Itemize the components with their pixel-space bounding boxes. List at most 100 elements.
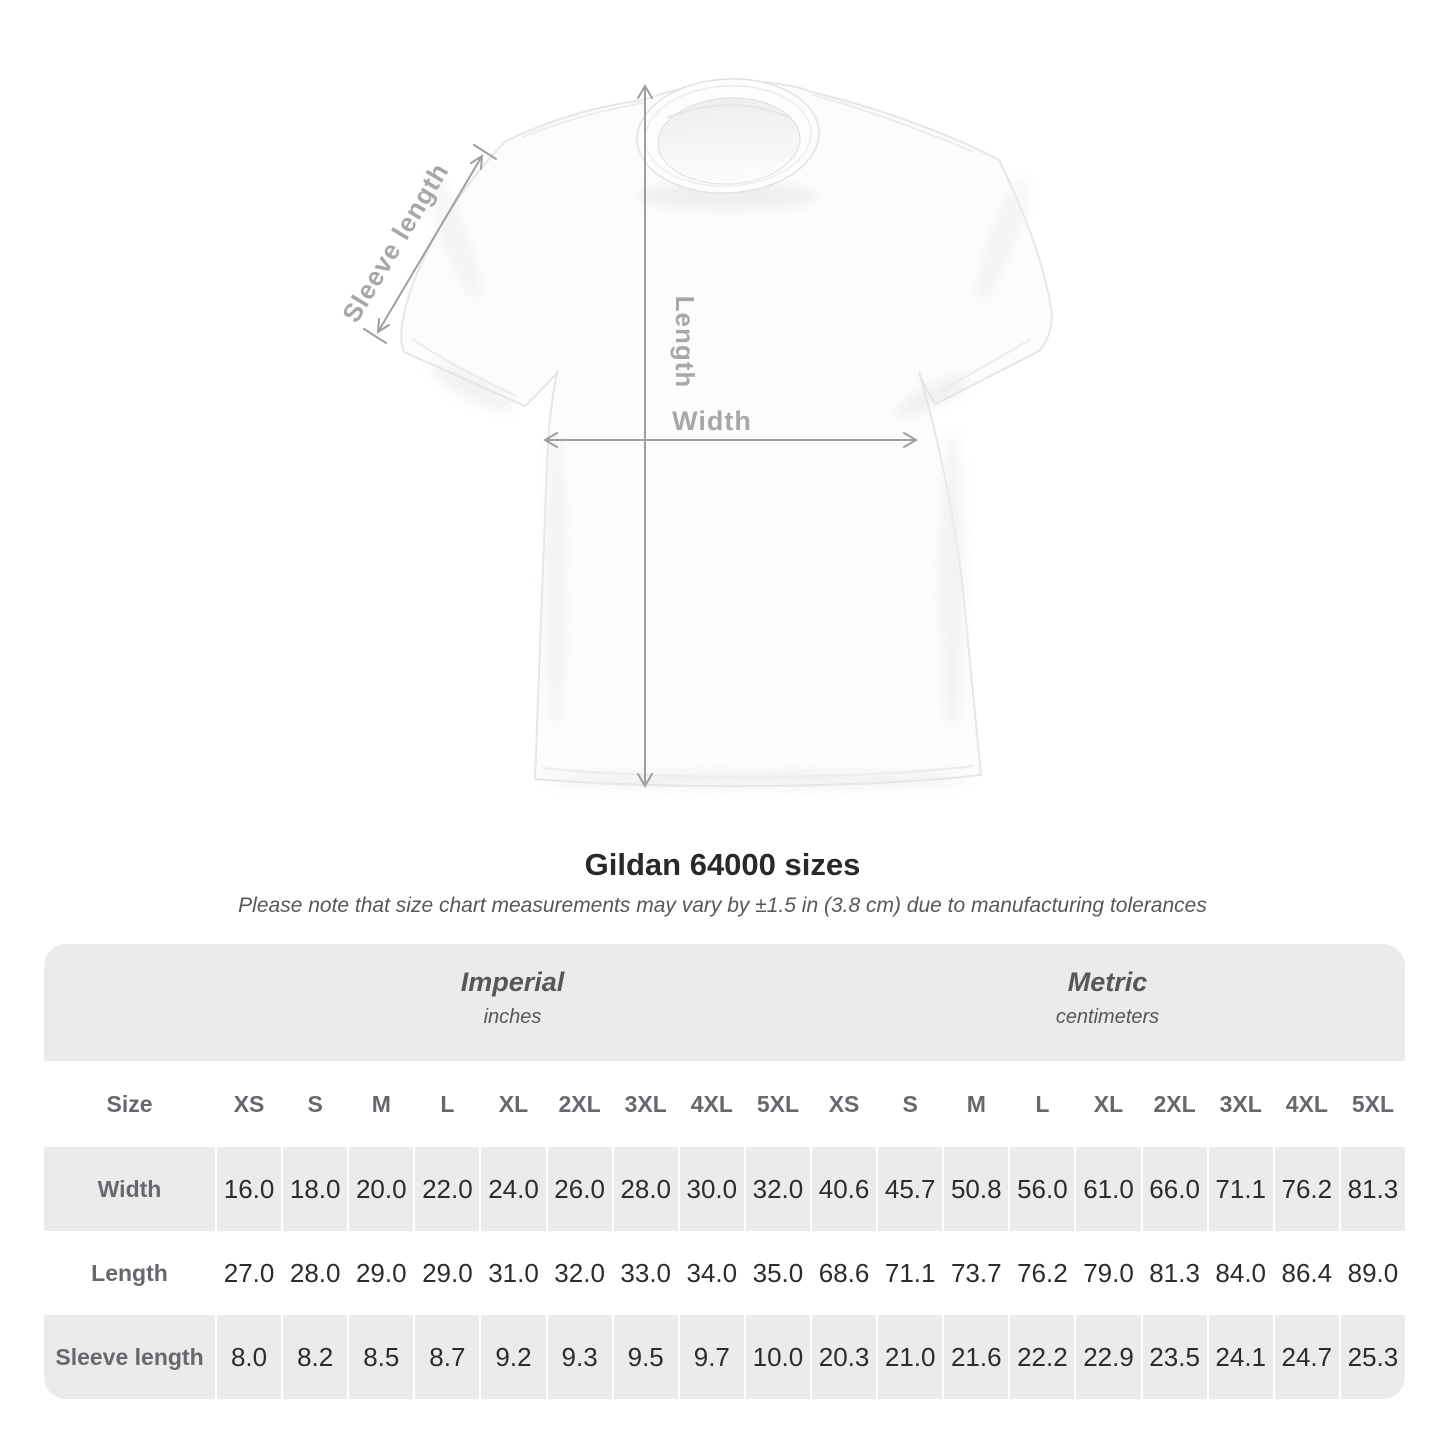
table-cell: 45.7 (878, 1147, 943, 1231)
metric-unit-label: centimeters (1055, 1006, 1160, 1028)
table-cell: 25.3 (1340, 1315, 1405, 1399)
table-cell: 22.0 (415, 1147, 480, 1231)
table-cell: 8.2 (283, 1315, 348, 1399)
left-sleeve-crease (428, 173, 482, 303)
table-cell: 8.7 (415, 1315, 480, 1399)
tshirt-measurement-diagram: Sleeve length Length Width (336, 78, 1053, 789)
table-cell: 8.5 (349, 1315, 414, 1399)
size-header-imperial-2xl: 2XL (547, 1061, 612, 1147)
width-row: Width 16.0 18.0 20.0 22.0 24.0 26.0 28.0… (44, 1147, 1405, 1231)
right-sleeve-crease (975, 175, 1029, 305)
size-header-metric-m: M (944, 1061, 1009, 1147)
table-cell: 32.0 (745, 1147, 810, 1231)
size-header-metric-4xl: 4XL (1274, 1061, 1339, 1147)
size-header-imperial-m: M (349, 1061, 414, 1147)
table-cell: 35.0 (745, 1231, 810, 1315)
table-cell: 24.7 (1274, 1315, 1339, 1399)
measurement-arrows (363, 84, 918, 788)
size-header-metric-xl: XL (1076, 1061, 1141, 1147)
left-cuff-seam (411, 338, 518, 397)
table-cell: 28.0 (613, 1147, 678, 1231)
table-cell: 79.0 (1076, 1231, 1141, 1315)
table-cell: 33.0 (613, 1231, 678, 1315)
table-cell: 21.0 (878, 1315, 943, 1399)
table-cell: 9.5 (613, 1315, 678, 1399)
table-cell: 81.3 (1340, 1147, 1405, 1231)
table-cell: 81.3 (1142, 1231, 1207, 1315)
table-cell: 27.0 (217, 1231, 282, 1315)
table-cell: 40.6 (812, 1147, 877, 1231)
table-cell: 71.1 (878, 1231, 943, 1315)
imperial-unit-label: inches (483, 1006, 542, 1028)
table-cell: 26.0 (547, 1147, 612, 1231)
table-cell: 30.0 (679, 1147, 744, 1231)
length-row: Length 27.0 28.0 29.0 29.0 31.0 32.0 33.… (44, 1231, 1405, 1315)
size-header-imperial-3xl: 3XL (613, 1061, 678, 1147)
table-cell: 73.7 (944, 1231, 1009, 1315)
size-header-metric-5xl: 5XL (1340, 1061, 1405, 1147)
table-cell: 9.7 (679, 1315, 744, 1399)
table-cell: 29.0 (349, 1231, 414, 1315)
table-cell: 16.0 (217, 1147, 282, 1231)
table-cell: 8.0 (217, 1315, 282, 1399)
size-header-imperial-xl: XL (481, 1061, 546, 1147)
tshirt-illustration (400, 78, 1053, 789)
sleeve-length-row-label: Sleeve length (44, 1315, 215, 1399)
left-cuff-shadow (430, 365, 514, 411)
width-row-label: Width (44, 1147, 215, 1231)
table-cell: 24.0 (481, 1147, 546, 1231)
size-header-imperial-s: S (283, 1061, 348, 1147)
size-header-metric-3xl: 3XL (1208, 1061, 1273, 1147)
imperial-label: Imperial (460, 967, 565, 997)
table-cell: 50.8 (944, 1147, 1009, 1231)
inner-back-collar-seam (666, 104, 792, 119)
size-header-metric-xs: XS (812, 1061, 877, 1147)
imperial-group-header: Imperial inches (215, 944, 810, 1061)
size-column-header: Size (44, 1061, 215, 1147)
table-cell: 71.1 (1208, 1147, 1273, 1231)
length-label: Length (670, 296, 700, 389)
table-cell: 34.0 (679, 1231, 744, 1315)
right-shoulder-seam (811, 94, 973, 152)
size-table: Imperial inches Metric centimeters Size … (44, 944, 1405, 1399)
page-title: Gildan 64000 sizes (584, 847, 861, 882)
table-cell: 56.0 (1010, 1147, 1075, 1231)
size-header-row: Size XS S M L XL 2XL 3XL 4XL 5XL XS S M … (44, 1061, 1405, 1147)
length-row-label: Length (44, 1231, 215, 1315)
table-cell: 22.2 (1010, 1315, 1075, 1399)
size-header-metric-l: L (1010, 1061, 1075, 1147)
metric-group-header: Metric centimeters (810, 944, 1405, 1061)
table-cell: 84.0 (1208, 1231, 1273, 1315)
table-cell: 89.0 (1340, 1231, 1405, 1315)
table-cell: 76.2 (1010, 1231, 1075, 1315)
sleeve-length-arrow (363, 144, 497, 344)
table-cell: 20.0 (349, 1147, 414, 1231)
neck-opening (657, 97, 801, 185)
table-cell: 21.6 (944, 1315, 1009, 1399)
right-cuff-seam (939, 338, 1032, 393)
width-arrow (543, 432, 918, 448)
table-cell: 32.0 (547, 1231, 612, 1315)
table-cell: 9.3 (547, 1315, 612, 1399)
table-cell: 28.0 (283, 1231, 348, 1315)
collar-shadow (636, 183, 820, 209)
table-cell: 23.5 (1142, 1315, 1207, 1399)
table-cell: 86.4 (1274, 1231, 1339, 1315)
size-header-imperial-xs: XS (217, 1061, 282, 1147)
table-cell: 31.0 (481, 1231, 546, 1315)
metric-label: Metric (1067, 967, 1148, 997)
table-cell: 29.0 (415, 1231, 480, 1315)
hem-seam (541, 765, 975, 778)
size-header-imperial-5xl: 5XL (745, 1061, 810, 1147)
size-header-imperial-l: L (415, 1061, 480, 1147)
left-side-shadow (546, 430, 566, 730)
unit-header-row: Imperial inches Metric centimeters (44, 944, 1405, 1061)
length-arrow (637, 84, 653, 788)
table-cell: 22.9 (1076, 1315, 1141, 1399)
size-header-metric-s: S (878, 1061, 943, 1147)
sleeve-length-row: Sleeve length 8.0 8.2 8.5 8.7 9.2 9.3 9.… (44, 1315, 1405, 1399)
width-label: Width (672, 406, 752, 436)
right-side-shadow (940, 430, 964, 730)
left-shoulder-seam (521, 102, 645, 138)
